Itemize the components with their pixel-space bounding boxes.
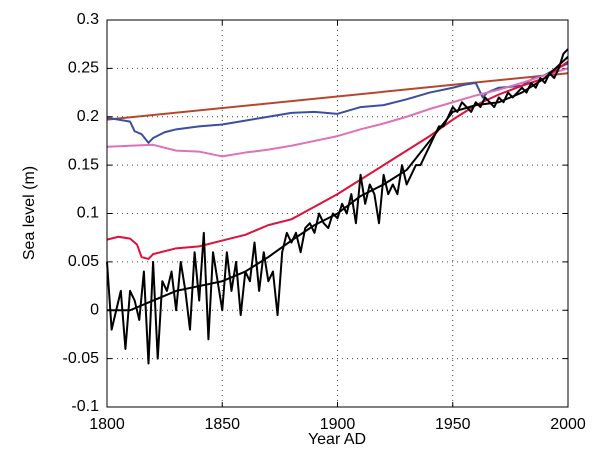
y-tick-label: 0.2 bbox=[77, 108, 99, 125]
series-line bbox=[106, 72, 569, 121]
x-tick-label: 1850 bbox=[204, 416, 240, 433]
y-tick-label: -0.05 bbox=[63, 350, 100, 367]
y-tick-label: 0.1 bbox=[77, 205, 99, 222]
x-tick-label: 2000 bbox=[550, 416, 586, 433]
series-line bbox=[107, 56, 569, 312]
x-tick-label: 1800 bbox=[89, 416, 125, 433]
y-axis-label: Sea level (m) bbox=[21, 166, 38, 260]
y-tick-label: 0 bbox=[90, 301, 99, 318]
x-tick-label: 1950 bbox=[435, 416, 471, 433]
y-tick-label: 0.15 bbox=[68, 156, 99, 173]
y-tick-label: -0.1 bbox=[71, 398, 99, 415]
y-tick-label: 0.25 bbox=[68, 60, 99, 77]
series-line bbox=[106, 62, 569, 144]
series-line bbox=[106, 67, 569, 158]
y-tick-label: 0.05 bbox=[68, 253, 99, 270]
y-tick-label: 0.3 bbox=[77, 11, 99, 28]
x-tick-label: 1900 bbox=[320, 416, 356, 433]
x-axis-label: Year AD bbox=[308, 431, 366, 448]
plot-frame bbox=[106, 19, 569, 408]
